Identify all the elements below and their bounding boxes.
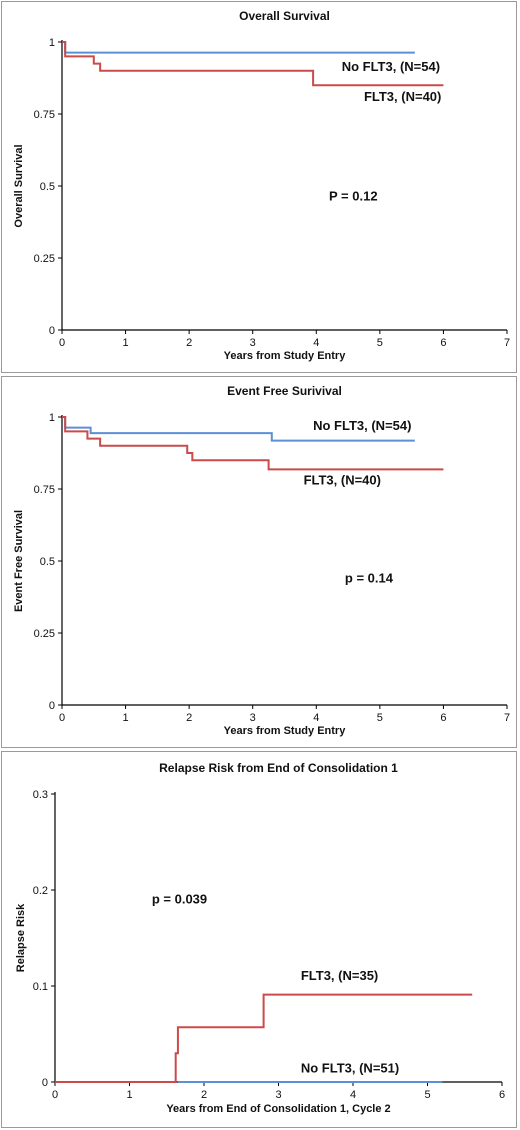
relapse-risk-x-tick-label: 2 (201, 1089, 207, 1101)
relapse-risk-x-axis-label: Years from End of Consolidation 1, Cycle… (166, 1103, 390, 1115)
event-free-survival-p-value: p = 0.14 (345, 571, 394, 586)
overall-survival-x-axis-label: Years from Study Entry (224, 350, 347, 362)
overall-survival-series-line-0 (62, 41, 415, 54)
overall-survival-series-label: No FLT3, (N=54) (342, 59, 440, 74)
relapse-risk-y-tick-label: 0 (42, 1077, 48, 1089)
chart-panel-relapse-risk: Relapse Risk from End of Consolidation 1… (1, 751, 517, 1128)
event-free-survival-chart: Event Free Surivival 0 0.25 0.5 0.75 1 0 1 2 3 4 5 6… (13, 384, 510, 737)
overall-survival-y-tick-label: 0.75 (34, 109, 55, 121)
relapse-risk-x-tick-label: 0 (52, 1089, 58, 1101)
relapse-risk-x-tick-label: 3 (275, 1089, 281, 1101)
relapse-risk-y-tick-label: 0.3 (33, 789, 48, 801)
event-free-survival-series-label: No FLT3, (N=54) (313, 418, 411, 433)
event-free-survival-x-tick-label: 7 (504, 712, 510, 724)
overall-survival-x-tick-label: 0 (59, 337, 65, 349)
event-free-survival-y-axis-label: Event Free Survival (13, 510, 25, 612)
chart-panel-overall-survival: Overall Survival 0 0.25 0.5 0.75 1 0 1 2 3 4 5 6 7 Yea… (1, 1, 517, 373)
relapse-risk-chart: Relapse Risk from End of Consolidation 1… (15, 761, 505, 1115)
event-free-survival-x-tick-label: 2 (186, 712, 192, 724)
overall-survival-x-tick-label: 5 (377, 337, 383, 349)
relapse-risk-y-tick-label: 0.1 (33, 981, 48, 993)
event-free-survival-x-tick-label: 6 (440, 712, 446, 724)
relapse-risk-y-axis-label: Relapse Risk (15, 903, 27, 972)
overall-survival-title: Overall Survival (239, 9, 330, 23)
overall-survival-x-tick-label: 7 (504, 337, 510, 349)
event-free-survival-x-axis-label: Years from Study Entry (224, 725, 347, 737)
event-free-survival-x-tick-label: 1 (123, 712, 129, 724)
event-free-survival-x-tick-label: 4 (313, 712, 319, 724)
relapse-risk-y-tick-label: 0.2 (33, 885, 48, 897)
relapse-risk-p-value: p = 0.039 (152, 891, 207, 906)
overall-survival-y-tick-label: 0.25 (34, 253, 55, 265)
overall-survival-y-tick-label: 0.5 (40, 181, 55, 193)
relapse-risk-series-label: FLT3, (N=35) (301, 968, 378, 983)
event-free-survival-x-tick-label: 3 (250, 712, 256, 724)
event-free-survival-series-label: FLT3, (N=40) (304, 473, 381, 488)
relapse-risk-x-tick-label: 1 (126, 1089, 132, 1101)
relapse-risk-series-line-1 (55, 993, 473, 1083)
overall-survival-x-tick-label: 3 (250, 337, 256, 349)
event-free-survival-x-tick-label: 5 (377, 712, 383, 724)
event-free-survival-title: Event Free Surivival (227, 384, 342, 398)
overall-survival-series-label: FLT3, (N=40) (364, 89, 441, 104)
overall-survival-y-tick-label: 0 (49, 325, 55, 337)
event-free-survival-series-line-1 (62, 416, 444, 471)
event-free-survival-y-tick-label: 0.75 (34, 484, 55, 496)
relapse-risk-title: Relapse Risk from End of Consolidation 1 (159, 761, 398, 775)
relapse-risk-x-tick-label: 6 (499, 1089, 505, 1101)
chart-panel-event-free-survival: Event Free Surivival 0 0.25 0.5 0.75 1 0 1 2 3 4 5 6… (1, 376, 517, 748)
overall-survival-x-tick-label: 6 (440, 337, 446, 349)
overall-survival-chart: Overall Survival 0 0.25 0.5 0.75 1 0 1 2 3 4 5 6 7 Yea… (13, 9, 510, 362)
overall-survival-series-line-1 (62, 41, 444, 87)
overall-survival-x-tick-label: 4 (313, 337, 319, 349)
relapse-risk-x-tick-label: 4 (350, 1089, 356, 1101)
relapse-risk-series-label: No FLT3, (N=51) (301, 1060, 399, 1075)
event-free-survival-y-tick-label: 0.5 (40, 556, 55, 568)
event-free-survival-y-tick-label: 0 (49, 700, 55, 712)
overall-survival-y-axis-label: Overall Survival (13, 144, 25, 227)
event-free-survival-y-tick-label: 1 (49, 412, 55, 424)
overall-survival-x-tick-label: 2 (186, 337, 192, 349)
overall-survival-y-tick-label: 1 (49, 37, 55, 49)
relapse-risk-x-tick-label: 5 (424, 1089, 430, 1101)
overall-survival-x-tick-label: 1 (123, 337, 129, 349)
event-free-survival-y-tick-label: 0.25 (34, 628, 55, 640)
event-free-survival-x-tick-label: 0 (59, 712, 65, 724)
overall-survival-p-value: P = 0.12 (329, 188, 378, 203)
